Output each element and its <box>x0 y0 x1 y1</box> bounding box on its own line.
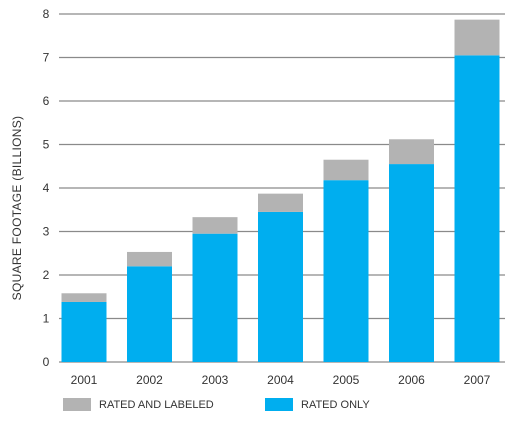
x-axis-ticks: 2001 2002 2003 2004 2005 2006 2007 <box>71 373 491 387</box>
bar-rated-only-2001 <box>61 301 107 362</box>
legend-label-rated-only: RATED ONLY <box>301 398 370 411</box>
bar-rated-and-labeled-2003 <box>192 217 238 234</box>
x-tick-label: 2001 <box>71 373 98 387</box>
y-tick-label: 8 <box>43 7 50 21</box>
y-tick-label: 7 <box>43 51 50 65</box>
y-axis-label: SQUARE FOOTAGE (BILLIONS) <box>10 116 24 301</box>
bar-rated-and-labeled-2002 <box>127 251 172 267</box>
legend-item-rated-only: RATED ONLY <box>265 398 370 411</box>
x-tick-label: 2004 <box>267 373 294 387</box>
y-tick-label: 2 <box>43 268 50 282</box>
x-tick-label: 2002 <box>136 373 163 387</box>
y-tick-label: 3 <box>43 225 50 239</box>
bars <box>61 19 500 362</box>
x-tick-label: 2007 <box>464 373 491 387</box>
legend-swatch-rated-only <box>265 398 293 411</box>
x-tick-label: 2003 <box>202 373 229 387</box>
bar-rated-and-labeled-2004 <box>258 193 303 212</box>
y-tick-label: 0 <box>43 355 50 369</box>
y-tick-label: 5 <box>43 138 50 152</box>
bar-rated-only-2002 <box>127 266 172 362</box>
x-tick-label: 2006 <box>398 373 425 387</box>
bar-rated-only-2004 <box>258 211 303 362</box>
bar-rated-only-2007 <box>454 55 500 362</box>
y-tick-label: 4 <box>43 181 50 195</box>
bar-rated-and-labeled-2005 <box>323 159 369 181</box>
y-tick-label: 1 <box>43 312 50 326</box>
legend-label-rated-and-labeled: RATED AND LABELED <box>99 398 214 411</box>
y-axis-ticks: 0 1 2 3 4 5 6 7 8 <box>43 7 50 369</box>
legend-item-rated-and-labeled: RATED AND LABELED <box>63 398 214 411</box>
bar-rated-only-2005 <box>323 180 369 362</box>
bar-rated-only-2003 <box>192 233 238 362</box>
legend-swatch-rated-and-labeled <box>63 398 91 411</box>
bar-rated-and-labeled-2007 <box>454 19 500 56</box>
bar-rated-only-2006 <box>389 164 434 362</box>
x-tick-label: 2005 <box>333 373 360 387</box>
bar-rated-and-labeled-2001 <box>61 293 107 302</box>
y-tick-label: 6 <box>43 94 50 108</box>
bar-rated-and-labeled-2006 <box>389 139 434 165</box>
